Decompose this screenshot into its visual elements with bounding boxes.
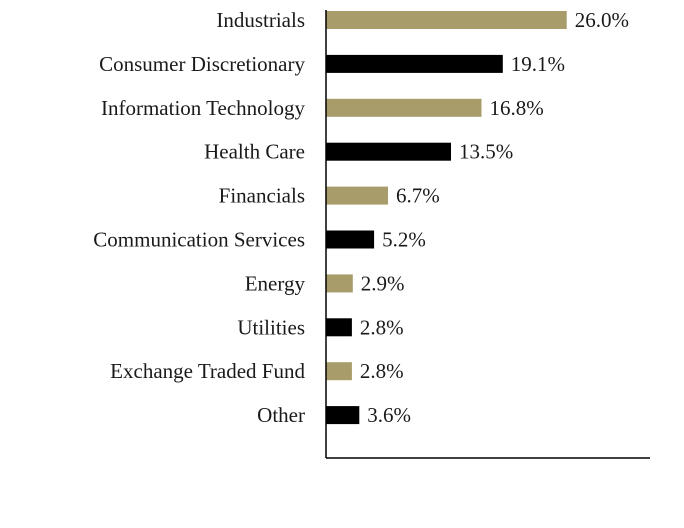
category-label-exchange-traded-fund: Exchange Traded Fund	[110, 359, 305, 383]
category-label-health-care: Health Care	[204, 140, 305, 164]
bar-communication-services	[326, 230, 375, 249]
value-label-industrials: 26.0%	[575, 8, 629, 32]
value-labels-group: 26.0% 19.1% 16.8% 13.5% 6.7% 5.2% 2.9% 2.8% 2.8%…	[360, 8, 629, 427]
category-label-utilities: Utilities	[237, 315, 305, 339]
category-label-other: Other	[257, 403, 305, 427]
bar-exchange-traded-fund	[326, 362, 352, 381]
bar-information-technology	[326, 98, 482, 117]
bar-industrials	[326, 11, 567, 29]
bar-utilities	[326, 318, 352, 337]
bar-consumer-discretionary	[326, 54, 503, 73]
bar-health-care	[326, 142, 451, 161]
category-labels-group: Industrials Consumer Discretionary Informa…	[93, 8, 305, 427]
value-label-utilities: 2.8%	[360, 315, 404, 339]
bar-financials	[326, 186, 388, 205]
category-label-consumer-discretionary: Consumer Discretionary	[99, 52, 305, 76]
bar-energy	[326, 274, 353, 293]
bars-group	[326, 11, 567, 425]
value-label-communication-services: 5.2%	[382, 228, 426, 252]
bar-other	[326, 406, 360, 425]
value-label-other: 3.6%	[367, 403, 411, 427]
category-label-financials: Financials	[219, 184, 305, 208]
value-label-health-care: 13.5%	[459, 140, 513, 164]
category-label-communication-services: Communication Services	[93, 228, 305, 252]
category-label-information-technology: Information Technology	[101, 96, 306, 120]
value-label-energy: 2.9%	[361, 271, 405, 295]
value-label-consumer-discretionary: 19.1%	[511, 52, 565, 76]
value-label-financials: 6.7%	[396, 184, 440, 208]
value-label-exchange-traded-fund: 2.8%	[360, 359, 404, 383]
value-label-information-technology: 16.8%	[490, 96, 544, 120]
category-label-energy: Energy	[245, 271, 306, 295]
category-label-industrials: Industrials	[216, 8, 305, 32]
